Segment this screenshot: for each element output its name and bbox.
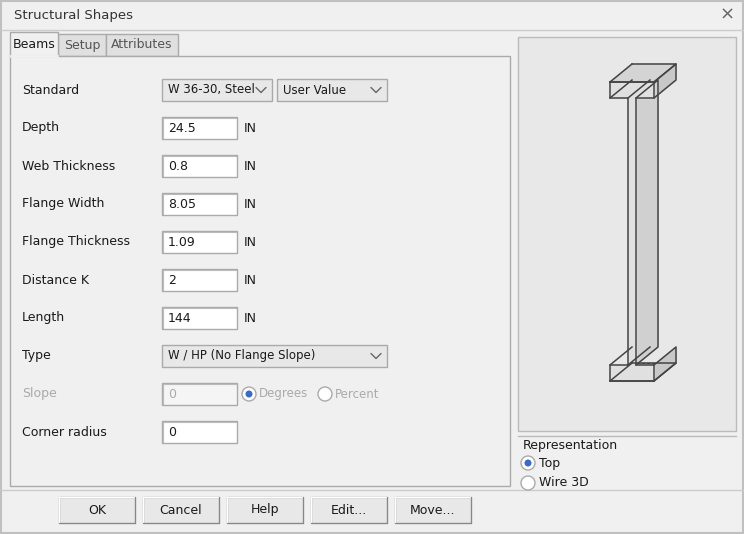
Text: IN: IN: [244, 235, 257, 248]
Text: OK: OK: [88, 504, 106, 516]
Polygon shape: [636, 80, 658, 365]
Text: 24.5: 24.5: [168, 122, 196, 135]
Text: Setup: Setup: [64, 38, 100, 51]
Text: 8.05: 8.05: [168, 198, 196, 210]
Circle shape: [242, 387, 256, 401]
Text: Distance K: Distance K: [22, 273, 89, 287]
Bar: [162, 231, 237, 253]
Text: W 36-30, Steel: W 36-30, Steel: [168, 83, 255, 97]
Text: IN: IN: [244, 160, 257, 172]
Text: Representation: Representation: [523, 438, 618, 452]
Text: 0: 0: [168, 388, 176, 400]
Polygon shape: [610, 365, 654, 381]
Bar: [162, 421, 237, 443]
Polygon shape: [628, 98, 636, 365]
Polygon shape: [610, 64, 676, 82]
Polygon shape: [654, 64, 676, 98]
Text: Depth: Depth: [22, 122, 60, 135]
Text: ×: ×: [719, 6, 734, 24]
Text: Structural Shapes: Structural Shapes: [14, 10, 133, 22]
Text: Beams: Beams: [13, 37, 55, 51]
Bar: [277, 79, 387, 101]
Bar: [106, 34, 178, 56]
Text: Web Thickness: Web Thickness: [22, 160, 115, 172]
Text: 1.09: 1.09: [168, 235, 196, 248]
Text: Move...: Move...: [410, 504, 456, 516]
Text: 0: 0: [168, 426, 176, 438]
Bar: [10, 32, 58, 56]
Polygon shape: [654, 347, 676, 381]
Bar: [162, 193, 237, 215]
Circle shape: [318, 387, 332, 401]
Bar: [162, 345, 387, 367]
Bar: [395, 497, 471, 523]
Circle shape: [246, 390, 252, 397]
Bar: [162, 117, 237, 139]
Bar: [162, 383, 237, 405]
Text: Attributes: Attributes: [112, 38, 173, 51]
Text: Slope: Slope: [22, 388, 57, 400]
Text: 2: 2: [168, 273, 176, 287]
Text: Standard: Standard: [22, 83, 79, 97]
Bar: [143, 497, 219, 523]
Text: Top: Top: [539, 457, 560, 469]
Bar: [59, 497, 135, 523]
Circle shape: [521, 456, 535, 470]
Text: Percent: Percent: [335, 388, 379, 400]
Text: Degrees: Degrees: [259, 388, 308, 400]
Circle shape: [525, 459, 531, 467]
Text: IN: IN: [244, 311, 257, 325]
Bar: [162, 269, 237, 291]
Polygon shape: [610, 82, 654, 98]
Bar: [162, 307, 237, 329]
Text: Help: Help: [251, 504, 279, 516]
Text: Edit...: Edit...: [331, 504, 367, 516]
Bar: [518, 37, 736, 431]
Bar: [227, 497, 303, 523]
Polygon shape: [610, 363, 676, 381]
Circle shape: [521, 476, 535, 490]
Text: Flange Thickness: Flange Thickness: [22, 235, 130, 248]
Text: 144: 144: [168, 311, 192, 325]
Bar: [162, 155, 237, 177]
Text: IN: IN: [244, 273, 257, 287]
Text: Wire 3D: Wire 3D: [539, 476, 589, 490]
Text: IN: IN: [244, 122, 257, 135]
Text: W / HP (No Flange Slope): W / HP (No Flange Slope): [168, 349, 315, 363]
Text: User Value: User Value: [283, 83, 346, 97]
Bar: [311, 497, 387, 523]
Text: Flange Width: Flange Width: [22, 198, 104, 210]
Text: Length: Length: [22, 311, 65, 325]
Text: Cancel: Cancel: [160, 504, 202, 516]
Text: Type: Type: [22, 349, 51, 363]
Text: 0.8: 0.8: [168, 160, 188, 172]
Bar: [162, 79, 272, 101]
Bar: [10, 56, 510, 486]
Bar: [58, 34, 106, 56]
Text: Corner radius: Corner radius: [22, 426, 106, 438]
Text: IN: IN: [244, 198, 257, 210]
